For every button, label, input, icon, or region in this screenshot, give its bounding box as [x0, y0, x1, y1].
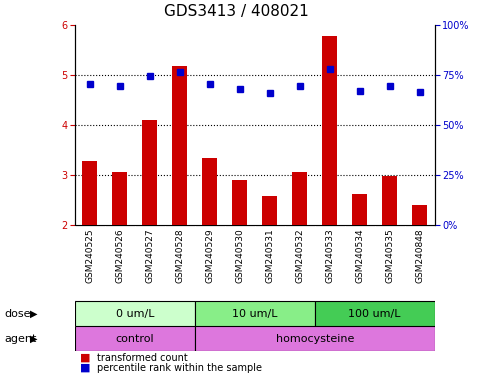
Text: ■: ■ [80, 353, 90, 363]
Text: homocysteine: homocysteine [276, 334, 354, 344]
Text: 100 um/L: 100 um/L [348, 309, 401, 319]
Text: 0 um/L: 0 um/L [115, 309, 154, 319]
Bar [352, 194, 367, 225]
Bar [262, 196, 277, 225]
Bar [83, 161, 98, 225]
Bar [315, 301, 435, 326]
Text: GDS3413 / 408021: GDS3413 / 408021 [164, 4, 309, 19]
Text: ■: ■ [80, 362, 90, 373]
Text: control: control [115, 334, 154, 344]
Text: ▶: ▶ [29, 309, 37, 319]
Bar [382, 176, 397, 225]
Text: GSM240848: GSM240848 [415, 228, 424, 283]
Text: transformed count: transformed count [97, 353, 187, 363]
Bar [292, 172, 307, 225]
Bar [172, 66, 187, 225]
Bar [322, 36, 337, 225]
Text: GSM240533: GSM240533 [325, 228, 334, 283]
Bar [232, 180, 247, 225]
Text: GSM240526: GSM240526 [115, 228, 124, 283]
Text: percentile rank within the sample: percentile rank within the sample [97, 362, 262, 373]
Text: GSM240531: GSM240531 [265, 228, 274, 283]
Text: GSM240525: GSM240525 [85, 228, 94, 283]
Text: GSM240528: GSM240528 [175, 228, 185, 283]
Text: GSM240529: GSM240529 [205, 228, 214, 283]
Bar [142, 120, 157, 225]
Bar [75, 301, 195, 326]
Text: GSM240534: GSM240534 [355, 228, 364, 283]
Bar [202, 158, 217, 225]
Bar [195, 326, 435, 351]
Text: agent: agent [4, 334, 37, 344]
Text: GSM240535: GSM240535 [385, 228, 394, 283]
Bar [412, 205, 427, 225]
Text: 10 um/L: 10 um/L [232, 309, 278, 319]
Text: GSM240530: GSM240530 [235, 228, 244, 283]
Text: ▶: ▶ [29, 334, 37, 344]
Bar [113, 172, 128, 225]
Bar [75, 326, 195, 351]
Text: GSM240532: GSM240532 [295, 228, 304, 283]
Text: GSM240527: GSM240527 [145, 228, 155, 283]
Text: dose: dose [4, 309, 30, 319]
Bar [195, 301, 315, 326]
